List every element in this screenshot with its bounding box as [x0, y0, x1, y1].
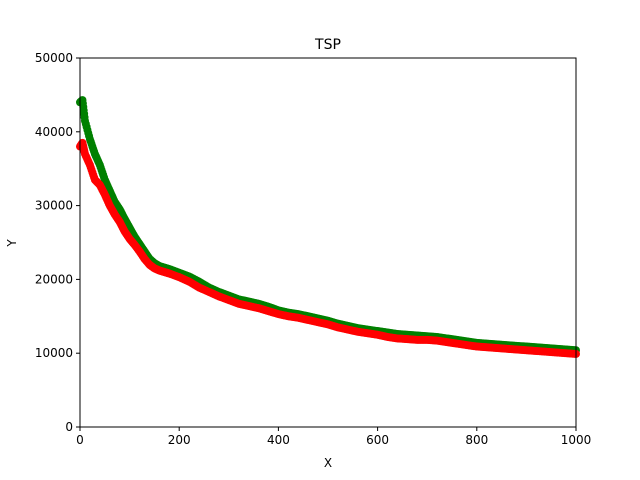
y-tick-label: 40000	[35, 125, 73, 139]
x-tick-label: 400	[267, 433, 290, 447]
y-axis: 0 10000 20000 30000 40000 50000	[35, 51, 80, 434]
x-axis: 0 200 400 600 800 1000	[76, 427, 591, 447]
series-2	[76, 138, 580, 358]
y-axis-label: Y	[5, 239, 19, 248]
x-tick-label: 1000	[561, 433, 592, 447]
y-tick-label: 10000	[35, 346, 73, 360]
y-tick-label: 20000	[35, 272, 73, 286]
marks-layer	[76, 96, 580, 358]
y-tick-label: 30000	[35, 199, 73, 213]
x-tick-label: 200	[168, 433, 191, 447]
y-tick-label: 0	[65, 420, 73, 434]
y-tick-label: 50000	[35, 51, 73, 65]
x-tick-label: 0	[76, 433, 84, 447]
chart-title: TSP	[314, 37, 341, 53]
x-tick-label: 800	[465, 433, 488, 447]
x-tick-label: 600	[366, 433, 389, 447]
plot-frame	[79, 57, 577, 428]
x-axis-label: X	[324, 456, 332, 470]
